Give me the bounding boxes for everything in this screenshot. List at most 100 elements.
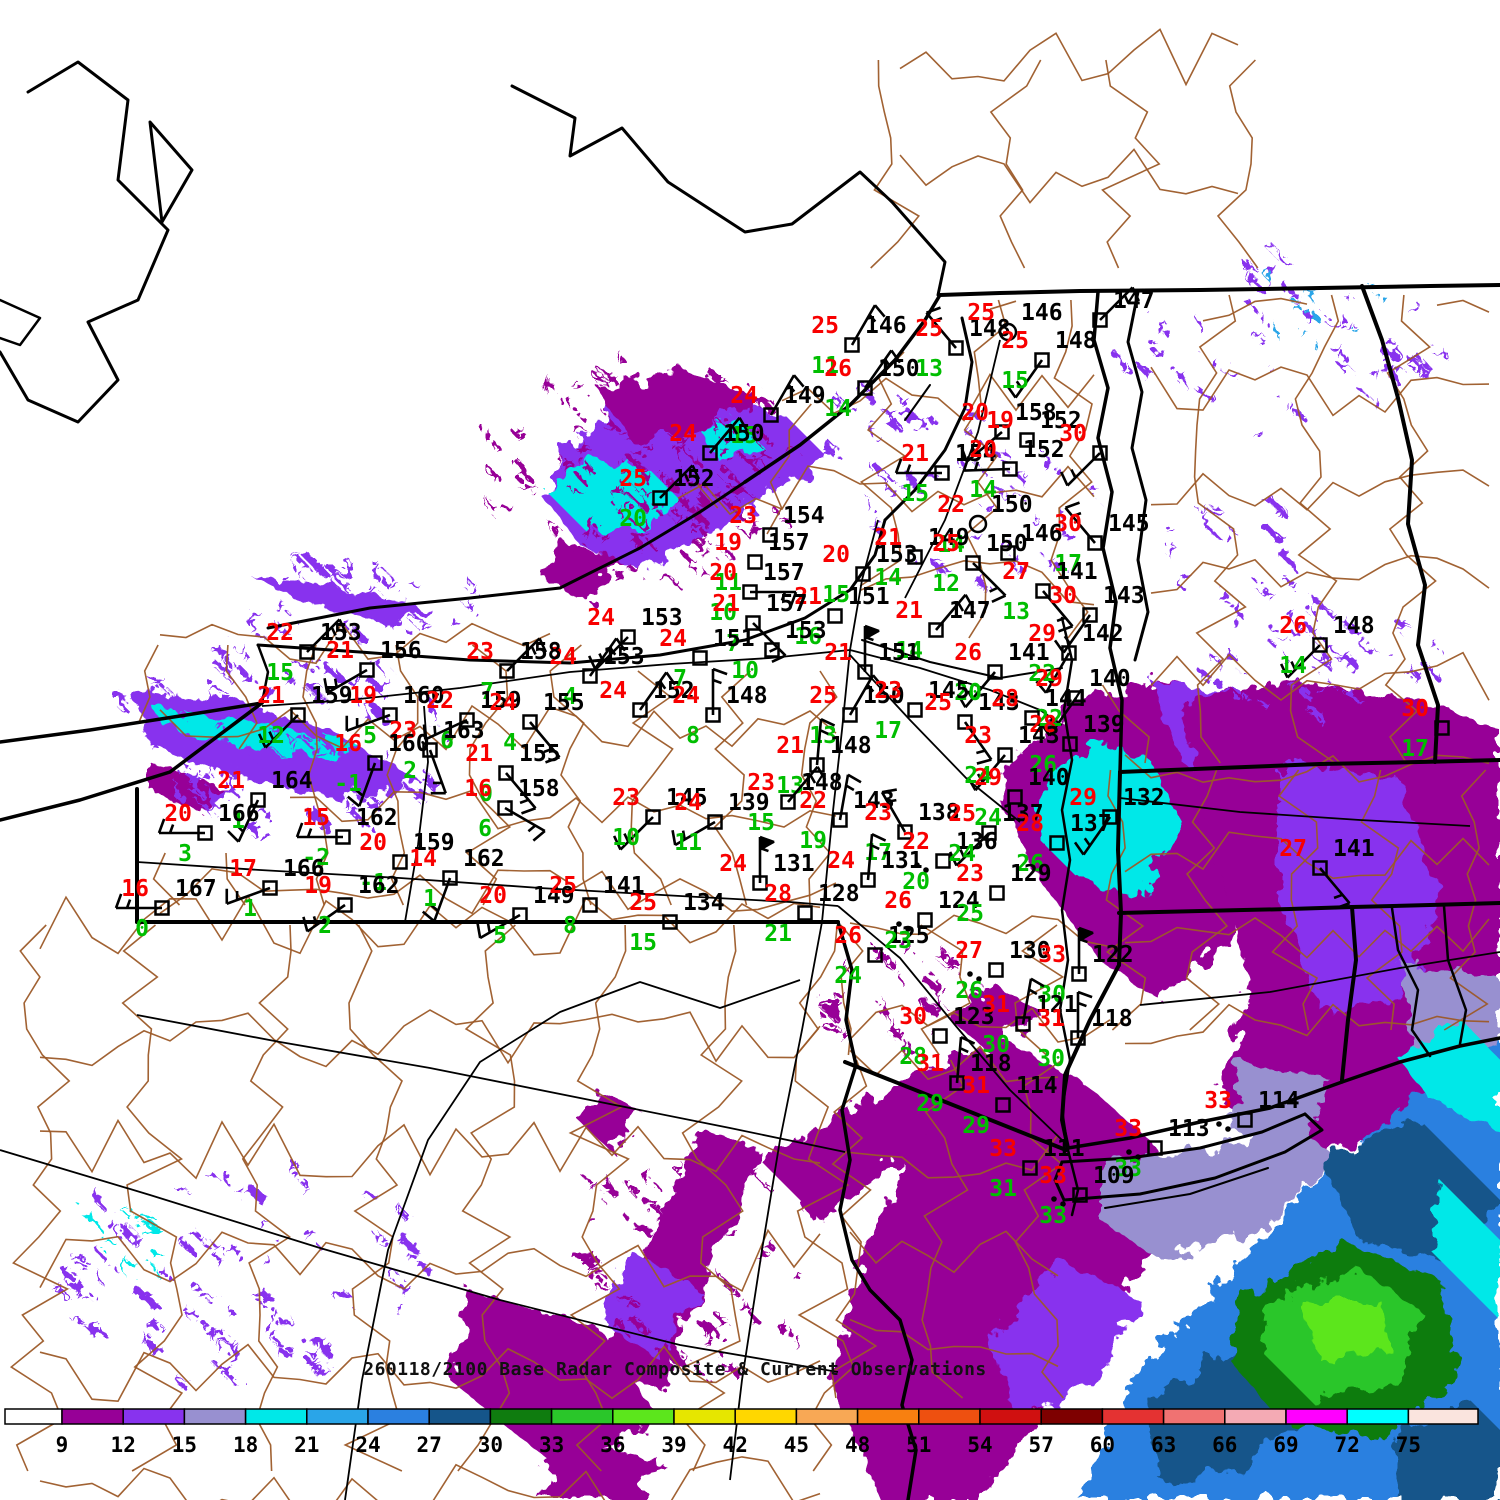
dewpoint-value: 28 bbox=[899, 1044, 927, 1070]
wind-barb-icon bbox=[1319, 867, 1351, 910]
dewpoint-value: 0 bbox=[135, 916, 149, 942]
station-square-icon bbox=[948, 340, 964, 356]
station-plot: 23 145 17 bbox=[874, 678, 969, 744]
dewpoint-value: 15 bbox=[747, 810, 775, 836]
temperature-value: 22 bbox=[266, 620, 294, 646]
station-plot: 29 132 bbox=[1069, 785, 1165, 856]
pressure-value: 146 bbox=[1021, 521, 1063, 547]
temperature-value: 23 bbox=[864, 800, 892, 826]
wind-barb-icon bbox=[1042, 590, 1074, 633]
wind-barb-icon bbox=[963, 721, 993, 765]
dewpoint-value: 29 bbox=[962, 1113, 990, 1139]
pressure-value: 158 bbox=[520, 639, 562, 665]
dewpoint-value: 17 bbox=[1401, 736, 1429, 762]
temperature-value: 23 bbox=[747, 770, 775, 796]
colorbar-tick-label: 54 bbox=[967, 1433, 992, 1457]
temperature-value: 33 bbox=[1114, 1116, 1142, 1142]
temperature-value: 28 bbox=[1029, 712, 1057, 738]
pressure-value: 148 bbox=[801, 770, 843, 796]
colorbar-cell bbox=[673, 1408, 736, 1425]
temperature-value: 20 bbox=[961, 400, 989, 426]
dewpoint-value: 19 bbox=[799, 828, 827, 854]
station-square-icon bbox=[897, 824, 913, 840]
pressure-value: 145 bbox=[1108, 511, 1150, 537]
temperature-value: 24 bbox=[549, 644, 577, 670]
dewpoint-value: 25 bbox=[956, 901, 984, 927]
dewpoint-value: 10 bbox=[731, 658, 759, 684]
pressure-value: 149 bbox=[533, 883, 575, 909]
dewpoint-value: 33 bbox=[1039, 1203, 1067, 1229]
station-square-icon bbox=[1092, 445, 1108, 461]
station-square-icon bbox=[987, 664, 1003, 680]
station-square-icon bbox=[522, 714, 538, 730]
pressure-value: 152 bbox=[1040, 408, 1082, 434]
colorbar-tick-label: 21 bbox=[294, 1433, 319, 1457]
temperature-value: 25 bbox=[967, 300, 995, 326]
station-plot: 22 153 15 bbox=[266, 618, 362, 686]
station-square-icon bbox=[1237, 1112, 1253, 1128]
wind-barb-icon bbox=[838, 773, 862, 821]
colorbar-cell bbox=[1224, 1408, 1287, 1425]
dewpoint-value: 22 bbox=[1028, 661, 1056, 687]
wind-barb-icon bbox=[1099, 286, 1141, 321]
pressure-value: 111 bbox=[1043, 1136, 1085, 1162]
temperature-value: 24 bbox=[659, 626, 687, 652]
dewpoint-value: 2 bbox=[403, 758, 417, 784]
station-plot: 30 123 28 bbox=[899, 1004, 994, 1070]
station-square-icon bbox=[1035, 583, 1051, 599]
station-square-icon bbox=[620, 629, 636, 645]
temperature-value: 24 bbox=[674, 790, 702, 816]
temperature-value: 30 bbox=[1054, 511, 1082, 537]
pressure-value: 162 bbox=[463, 846, 505, 872]
station-plot: 29 140 22 bbox=[1035, 666, 1131, 737]
pressure-value: 164 bbox=[271, 768, 313, 794]
temperature-value: 26 bbox=[954, 640, 982, 666]
station-square-icon bbox=[1312, 637, 1328, 653]
station-plot: 25 150 13 bbox=[809, 674, 905, 749]
station-plot: 19 157 11 bbox=[714, 530, 809, 596]
dewpoint-value: 17 bbox=[1054, 551, 1082, 577]
station-plot: 22 150 14 bbox=[937, 492, 1032, 558]
temperature-value: 22 bbox=[937, 492, 965, 518]
temperature-value: 16 bbox=[121, 876, 149, 902]
station-square-icon bbox=[459, 712, 475, 728]
temperature-value: 29 bbox=[1035, 666, 1063, 692]
station-square-icon bbox=[745, 615, 761, 631]
pressure-value: 131 bbox=[881, 848, 923, 874]
wind-barb-icon bbox=[863, 349, 902, 389]
pressure-value: 150 bbox=[986, 531, 1028, 557]
colorbar-tick-label: 39 bbox=[661, 1433, 686, 1457]
weather-dots-icon bbox=[1216, 1121, 1222, 1127]
dewpoint-value: 13 bbox=[1002, 599, 1030, 625]
station-square-icon bbox=[1049, 835, 1065, 851]
station-square-icon bbox=[1434, 720, 1450, 736]
pressure-value: 167 bbox=[175, 876, 217, 902]
colorbar-cell bbox=[1407, 1408, 1479, 1425]
station-square-icon bbox=[422, 742, 438, 758]
station-plot: 16 158 6 bbox=[464, 776, 559, 842]
station-plot: 25 137 24 bbox=[948, 801, 1043, 867]
station-square-icon bbox=[780, 794, 796, 810]
temperature-value: 33 bbox=[1204, 1088, 1232, 1114]
wind-barb-icon bbox=[769, 374, 805, 416]
station-plot: 25 143 bbox=[924, 690, 1020, 765]
pressure-value: 154 bbox=[955, 441, 997, 467]
station-square-icon bbox=[582, 897, 598, 913]
station-plot: 16 160 -1 bbox=[334, 731, 430, 808]
wind-barb-icon bbox=[1005, 359, 1044, 399]
wind-barb-icon bbox=[588, 637, 627, 677]
pressure-value: 141 bbox=[1333, 836, 1375, 862]
dewpoint-value: 21 bbox=[764, 921, 792, 947]
pressure-value: 155 bbox=[543, 690, 585, 716]
station-plot: 20 149 5 bbox=[476, 883, 575, 949]
station-plot: 20 159 -1 bbox=[359, 830, 454, 896]
pressure-value: 158 bbox=[518, 776, 560, 802]
temperature-value: 25 bbox=[948, 801, 976, 827]
station-plot: 21 151 16 bbox=[794, 584, 889, 650]
pressure-value: 157 bbox=[763, 560, 805, 586]
station-square-icon bbox=[290, 707, 306, 723]
station-square-icon bbox=[764, 642, 780, 658]
station-square-icon bbox=[707, 814, 723, 830]
station-plot: 23 143 24 bbox=[964, 723, 1060, 792]
